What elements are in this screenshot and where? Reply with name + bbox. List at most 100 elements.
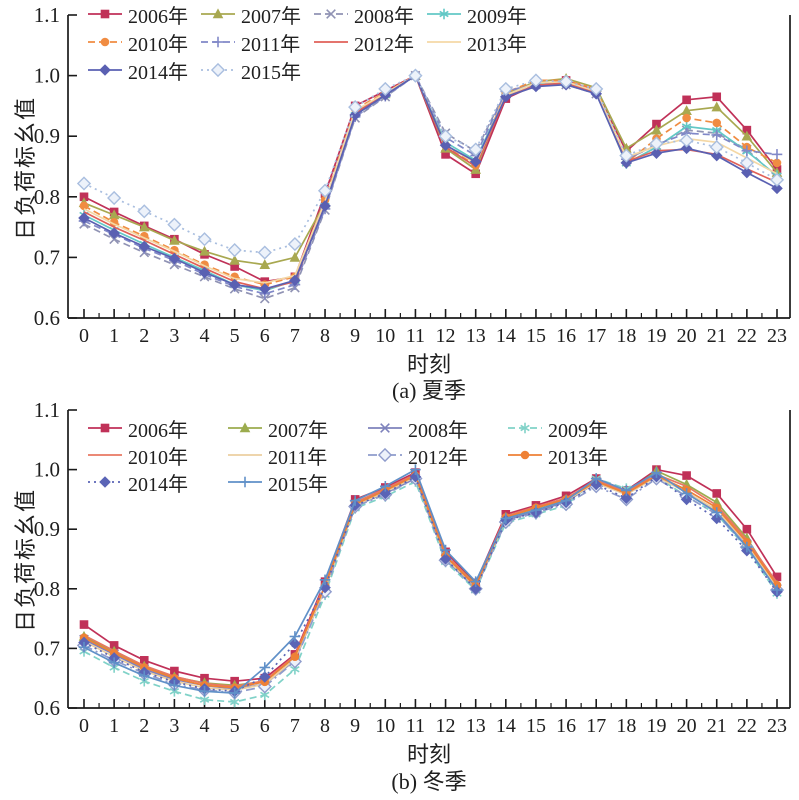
legend-item-2009年: 2009年 xyxy=(506,416,646,442)
legend-label: 2011年 xyxy=(268,446,328,469)
legend-item-2008年: 2008年 xyxy=(312,2,425,28)
legend-marker-2008年-icon xyxy=(366,420,404,436)
svg-text:2: 2 xyxy=(139,325,149,347)
legend-label: 2013年 xyxy=(467,33,527,56)
legend-row: 2010年 2011年 2012年 2013年 xyxy=(86,443,646,469)
legend-marker-2012年-icon xyxy=(312,34,350,50)
legend-item-2015年: 2015年 xyxy=(226,470,366,496)
svg-text:17: 17 xyxy=(586,325,606,347)
legend-marker-2007年-icon xyxy=(199,6,237,22)
legend-marker-2013年-icon xyxy=(425,34,463,50)
legend-item-2011年: 2011年 xyxy=(199,30,312,56)
legend-item-2006年: 2006年 xyxy=(86,2,199,28)
legend-marker-2014年-icon xyxy=(86,62,124,78)
legend-marker-2010年-icon xyxy=(86,34,124,50)
series-2010年-line xyxy=(83,473,778,688)
svg-text:16: 16 xyxy=(556,325,576,347)
svg-text:7: 7 xyxy=(290,325,300,347)
series-2007年-markers xyxy=(78,465,783,690)
svg-text:12: 12 xyxy=(436,715,456,737)
legend-marker-2011年-icon xyxy=(199,34,237,50)
legend-item-2015年: 2015年 xyxy=(199,58,312,84)
svg-text:5: 5 xyxy=(230,715,240,737)
svg-text:9: 9 xyxy=(350,715,360,737)
series-2013年-line xyxy=(83,474,778,689)
legend-marker-2006年-icon xyxy=(86,6,124,22)
svg-text:6: 6 xyxy=(260,325,270,347)
legend-item-2012年: 2012年 xyxy=(366,443,506,469)
legend-label: 2010年 xyxy=(128,446,188,469)
legend-label: 2014年 xyxy=(128,473,188,496)
svg-text:5: 5 xyxy=(230,325,240,347)
legend-item-2009年: 2009年 xyxy=(425,2,538,28)
series-2007年-line xyxy=(83,74,778,266)
svg-text:21: 21 xyxy=(707,715,727,737)
svg-text:0.6: 0.6 xyxy=(34,696,60,720)
legend-label: 2007年 xyxy=(268,419,328,442)
svg-text:21: 21 xyxy=(707,325,727,347)
winter-chart: 0.6 0.7 0.8 0.9 1.0 1.1 0 1 2 3 4 5 6 7 8 9 10 11 12 13 14 15… xyxy=(0,400,799,800)
series-2015年-line xyxy=(83,74,778,254)
svg-text:0.7: 0.7 xyxy=(34,245,60,269)
legend-item-2014年: 2014年 xyxy=(86,58,199,84)
legend-label: 2008年 xyxy=(408,419,468,442)
legend-label: 2011年 xyxy=(241,33,301,56)
svg-text:0.9: 0.9 xyxy=(34,124,60,148)
legend-marker-2013年-icon xyxy=(506,447,544,463)
legend-item-2010年: 2010年 xyxy=(86,443,226,469)
legend-label: 2015年 xyxy=(268,473,328,496)
legend-marker-2014年-icon xyxy=(86,474,124,490)
summer-legend: 2006年 2007年 2008年 2009年 2010年 2011年 2012年 2013年… xyxy=(86,2,538,84)
svg-text:3: 3 xyxy=(169,715,179,737)
legend-marker-2012年-icon xyxy=(366,447,404,463)
legend-item-2014年: 2014年 xyxy=(86,470,226,496)
legend-label: 2015年 xyxy=(241,61,301,84)
winter-y-axis-label: 日负荷标幺值 xyxy=(13,487,38,633)
svg-text:3: 3 xyxy=(169,325,179,347)
legend-label: 2013年 xyxy=(548,446,608,469)
svg-text:15: 15 xyxy=(526,325,546,347)
legend-item-2007年: 2007年 xyxy=(226,416,366,442)
svg-text:10: 10 xyxy=(375,325,395,347)
svg-text:16: 16 xyxy=(556,715,576,737)
series-2009年-markers xyxy=(79,471,782,708)
series-2007年-markers xyxy=(78,70,783,269)
svg-text:19: 19 xyxy=(646,715,666,737)
svg-text:0.7: 0.7 xyxy=(34,636,60,660)
legend-label: 2006年 xyxy=(128,5,188,28)
svg-text:20: 20 xyxy=(677,715,697,737)
svg-text:18: 18 xyxy=(616,715,636,737)
svg-text:11: 11 xyxy=(406,715,425,737)
series-2015年-markers xyxy=(76,68,785,260)
legend-item-2008年: 2008年 xyxy=(366,416,506,442)
legend-marker-2009年-icon xyxy=(506,420,544,436)
legend-label: 2012年 xyxy=(354,33,414,56)
legend-label: 2008年 xyxy=(354,5,414,28)
svg-text:0.8: 0.8 xyxy=(34,577,60,601)
series-2015年-markers xyxy=(78,464,783,699)
legend-label: 2009年 xyxy=(548,419,608,442)
svg-text:0: 0 xyxy=(79,715,89,737)
svg-text:8: 8 xyxy=(320,715,330,737)
legend-label: 2010年 xyxy=(128,33,188,56)
winter-caption: (b) 冬季 xyxy=(391,769,467,794)
series-2012年-markers xyxy=(76,471,785,700)
series-2014年-markers xyxy=(78,69,783,295)
svg-text:13: 13 xyxy=(466,325,486,347)
svg-text:4: 4 xyxy=(200,715,210,737)
legend-label: 2007年 xyxy=(241,5,301,28)
series-2010年-line xyxy=(83,74,778,286)
svg-text:1.1: 1.1 xyxy=(34,400,60,422)
summer-chart: 0.6 0.7 0.8 0.9 1.0 1.1 0 1 2 3 4 5 6 7 8 9 10 11 12 13 14 15… xyxy=(13,2,791,403)
legend-item-2013年: 2013年 xyxy=(425,30,538,56)
svg-text:20: 20 xyxy=(677,325,697,347)
summer-caption: (a) 夏季 xyxy=(392,378,466,403)
legend-item-2012年: 2012年 xyxy=(312,30,425,56)
legend-label: 2006年 xyxy=(128,419,188,442)
svg-text:13: 13 xyxy=(466,715,486,737)
legend-row: 2014年 2015年 xyxy=(86,470,646,496)
svg-text:6: 6 xyxy=(260,715,270,737)
svg-text:0.9: 0.9 xyxy=(34,517,60,541)
svg-text:1.0: 1.0 xyxy=(34,458,60,482)
